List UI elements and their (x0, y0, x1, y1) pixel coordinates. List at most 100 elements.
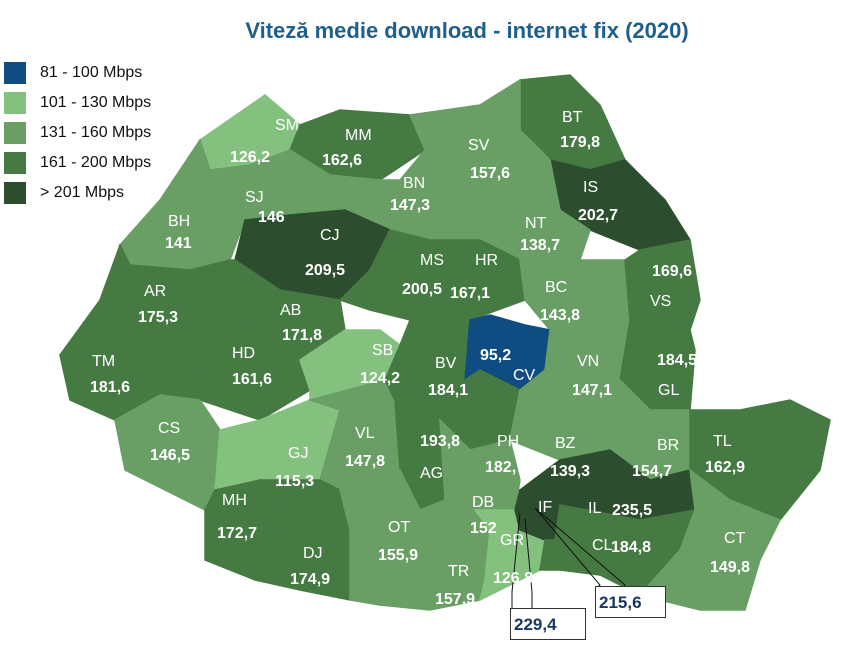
county-value: 147,1 (572, 382, 612, 399)
county-value: 202,7 (578, 207, 618, 224)
legend: 81 - 100 Mbps 101 - 130 Mbps 131 - 160 M… (4, 58, 151, 208)
callout-leader (511, 512, 521, 608)
legend-swatch (4, 62, 26, 84)
county-code: BH (168, 213, 190, 230)
legend-item: 81 - 100 Mbps (4, 58, 151, 88)
legend-item: > 201 Mbps (4, 178, 151, 208)
legend-label: 161 - 200 Mbps (40, 154, 152, 171)
county-value: 146,5 (150, 447, 190, 464)
county-value: 147,3 (390, 197, 430, 214)
legend-swatch (4, 122, 26, 144)
county-value: 171,8 (282, 327, 322, 344)
county-value: 149,8 (710, 559, 750, 576)
county-value: 95,2 (480, 347, 511, 364)
county-value: 157,9 (435, 591, 475, 608)
county-code: IS (583, 179, 598, 196)
county-code: VS (650, 293, 671, 310)
county-value: 141 (165, 235, 192, 252)
county-code: CS (158, 420, 180, 437)
county-value: 138,7 (520, 237, 560, 254)
county-hr (429, 239, 526, 321)
county-code: GR (500, 532, 524, 549)
county-code: BC (545, 279, 567, 296)
county-code: BZ (555, 435, 576, 452)
county-value: 139,3 (550, 463, 590, 480)
legend-item: 131 - 160 Mbps (4, 118, 151, 148)
county-code: SJ (245, 189, 264, 206)
county-code: GJ (288, 445, 308, 462)
county-value: 146 (258, 209, 285, 226)
county-code: HR (475, 252, 498, 269)
county-code: MS (420, 252, 444, 269)
legend-label: 131 - 160 Mbps (40, 124, 152, 141)
county-code: SB (372, 342, 393, 359)
county-code: MM (345, 127, 372, 144)
county-code: AG (420, 465, 443, 482)
legend-swatch (4, 92, 26, 114)
callout-box: 215,6 (595, 586, 666, 618)
county-value: 115,3 (275, 473, 314, 490)
legend-item: 161 - 200 Mbps (4, 148, 151, 178)
county-value: 193,8 (420, 433, 460, 450)
county-code: CJ (320, 227, 340, 244)
county-code: IL (588, 500, 601, 517)
county-cl (539, 504, 697, 596)
county-value: 157,6 (470, 165, 510, 182)
county-value: 152 (470, 520, 497, 537)
county-code: BT (562, 109, 583, 126)
county-code: IF (538, 499, 552, 516)
county-value: 182,7 (485, 459, 525, 476)
county-value: 162,6 (322, 152, 362, 169)
county-value: 161,6 (232, 371, 272, 388)
legend-item: 101 - 130 Mbps (4, 88, 151, 118)
county-value: 167,1 (450, 285, 490, 302)
county-value: 155,9 (378, 547, 418, 564)
county-code: PH (497, 433, 519, 450)
county-code: CL (592, 537, 613, 554)
county-ct (638, 468, 782, 611)
county-code: DJ (303, 545, 323, 562)
county-vs (624, 239, 701, 331)
county-value: 169,6 (652, 263, 692, 280)
legend-swatch (4, 152, 26, 174)
county-code: SM (275, 117, 299, 134)
county-value: 184,8 (611, 539, 651, 556)
callout-leader (524, 517, 533, 608)
map-title: Viteză medie download - internet fix (20… (245, 18, 689, 43)
county-code: VN (577, 353, 599, 370)
county-code: MH (222, 492, 247, 509)
county-value: 126,8 (493, 570, 533, 587)
legend-label: 81 - 100 Mbps (40, 64, 143, 81)
county-value: 147,8 (345, 453, 385, 470)
county-code: HD (232, 345, 255, 362)
county-value: 181,6 (90, 379, 130, 396)
county-code: SV (468, 137, 490, 154)
county-value: 162,9 (705, 459, 745, 476)
county-code: TM (92, 353, 115, 370)
county-value: 175,3 (138, 309, 178, 326)
county-code: TL (713, 433, 732, 450)
county-code: BV (435, 355, 457, 372)
county-value: 179,8 (560, 134, 600, 151)
county-code: BR (657, 437, 679, 454)
county-code: GL (658, 382, 679, 399)
county-value: 235,5 (612, 502, 652, 519)
legend-label: > 201 Mbps (40, 184, 125, 201)
county-value: 172,7 (217, 525, 257, 542)
county-value: 184,1 (428, 382, 468, 399)
county-value: 154,7 (632, 463, 672, 480)
county-value: 124,2 (360, 370, 400, 387)
county-value: 209,5 (305, 262, 345, 279)
legend-label: 101 - 130 Mbps (40, 94, 152, 111)
county-code: BN (403, 175, 425, 192)
county-value: 174,9 (290, 571, 330, 588)
county-dj (253, 479, 351, 601)
county-value: 200,5 (402, 281, 442, 298)
county-code: CT (724, 530, 746, 547)
county-value: 184,5 (657, 352, 697, 369)
county-code: NT (525, 215, 547, 232)
county-code: TR (448, 563, 469, 580)
county-code: DB (472, 494, 494, 511)
county-code: AB (280, 302, 301, 319)
